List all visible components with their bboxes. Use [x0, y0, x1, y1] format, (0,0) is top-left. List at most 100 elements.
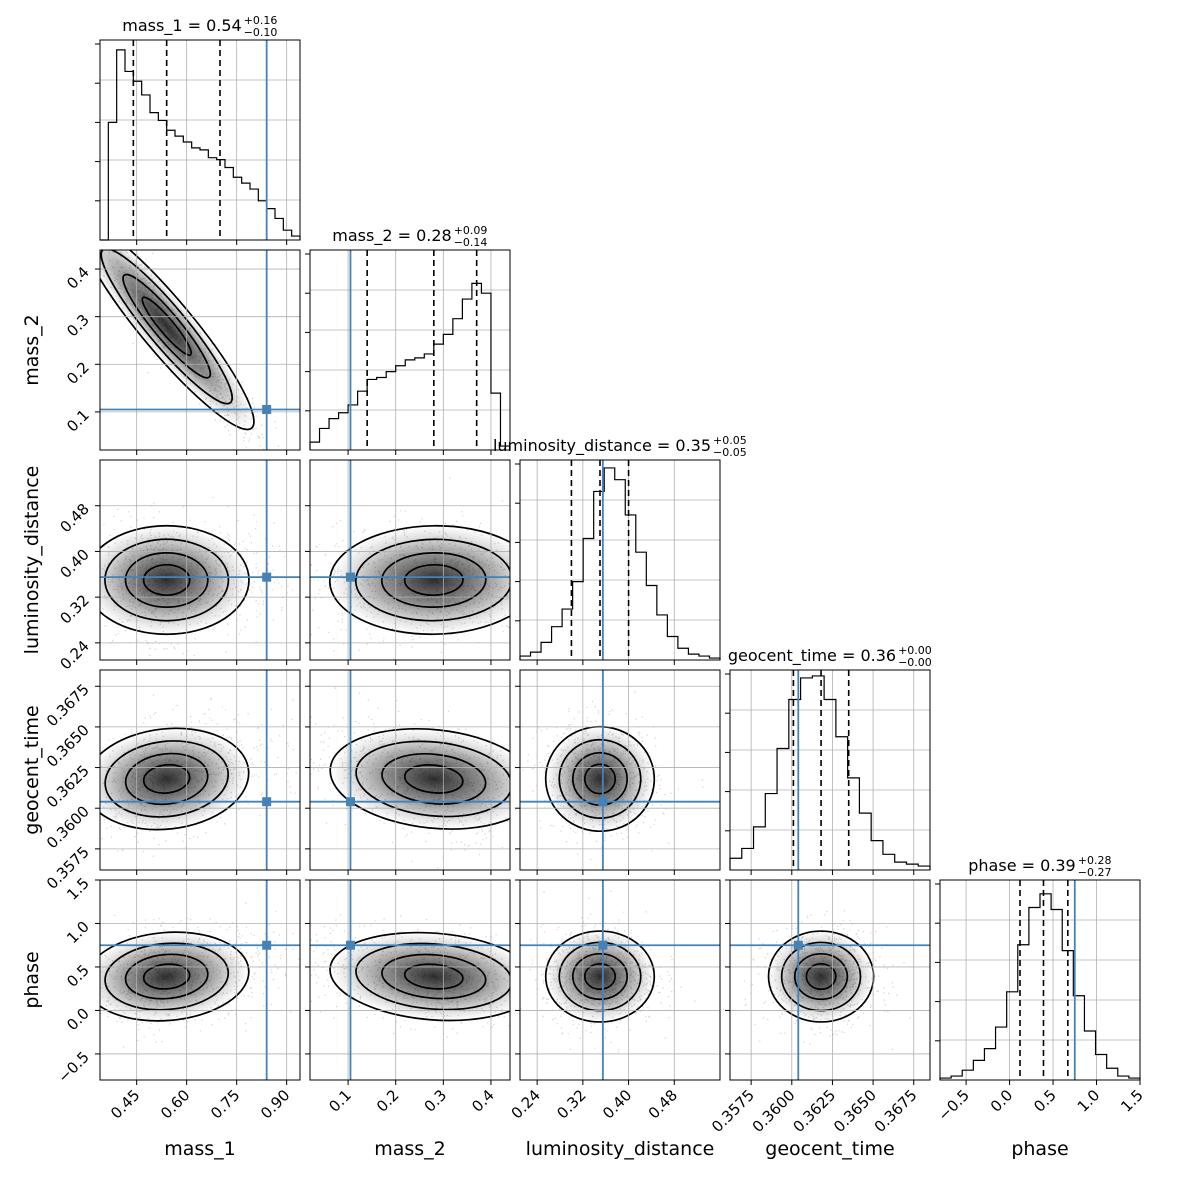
- scatter-panel-mass_1-vs-luminosity_distance: [95, 459, 301, 665]
- x-tick-label: 0.45: [107, 1086, 143, 1122]
- y-tick-label: 0.3625: [43, 762, 93, 812]
- contour-level-3: [793, 952, 849, 1001]
- y-tick-label: −0.5: [54, 1048, 92, 1086]
- density-shading: [330, 932, 510, 1021]
- contour-level-1: [544, 930, 656, 1023]
- panel-frame: [99, 39, 301, 241]
- x-tick-label: 0.3625: [789, 1086, 839, 1136]
- panel-background: [520, 460, 720, 660]
- truth-marker: [598, 797, 608, 807]
- x-tick-label: 0.2: [373, 1086, 403, 1116]
- contour-level-3: [381, 753, 487, 805]
- density-shading: [545, 931, 655, 1022]
- y-tick-label: 0.2: [63, 358, 93, 388]
- panel-background: [730, 670, 930, 870]
- panel-title-mass_2: mass_2 = 0.28: [332, 226, 451, 246]
- contour-level-4: [142, 563, 191, 597]
- x-axis-label-mass_1: mass_1: [164, 1138, 236, 1160]
- x-tick-label: 0.32: [553, 1086, 589, 1122]
- title-minus-error: −0.00: [898, 656, 932, 669]
- y-tick-label: 0.3: [63, 311, 93, 341]
- panel-background: [940, 880, 1140, 1080]
- panel-frame: [309, 249, 511, 451]
- y-tick-label: 0.32: [56, 591, 92, 627]
- truth-marker: [262, 405, 272, 415]
- x-tick-label: 0.3650: [830, 1086, 880, 1136]
- histogram-geocent_time: [729, 675, 931, 870]
- x-axis-label-geocent_time: geocent_time: [765, 1138, 894, 1160]
- panel-frame: [309, 669, 511, 871]
- panel-frame: [309, 879, 511, 1081]
- panel-frame: [519, 879, 721, 1081]
- y-tick-label: 0.5: [63, 961, 93, 991]
- histogram-phase: [939, 893, 1141, 1080]
- panel-title-phase: phase = 0.39: [968, 856, 1075, 875]
- x-axis-label-mass_2: mass_2: [374, 1138, 446, 1160]
- panel-frame: [939, 879, 1141, 1081]
- truth-marker: [345, 797, 355, 807]
- contour-level-2: [354, 538, 510, 622]
- panel-frame: [729, 879, 931, 1081]
- density-shading: [100, 250, 254, 430]
- panel-frame: [99, 879, 301, 1081]
- panel-title-geocent_time: geocent_time = 0.36: [728, 646, 896, 666]
- x-tick-label: 0.90: [257, 1086, 293, 1122]
- panel-frame: [99, 459, 301, 661]
- x-tick-label: 0.48: [645, 1086, 681, 1122]
- contour-level-4: [142, 963, 191, 990]
- contour-level-1: [100, 524, 250, 636]
- contour-level-2: [104, 538, 230, 622]
- x-tick-label: 0.75: [207, 1086, 243, 1122]
- contour-level-4: [403, 764, 464, 794]
- contour-level-3: [381, 953, 487, 1000]
- scatter-panel-mass_1-vs-phase: [95, 879, 301, 1085]
- x-axis-label-phase: phase: [1011, 1138, 1068, 1160]
- scatter-panel-geocent_time-vs-phase: [725, 879, 931, 1085]
- panel-background: [310, 250, 510, 450]
- x-tick-label: 0.3675: [871, 1086, 921, 1136]
- x-tick-label: 0.3600: [749, 1086, 799, 1136]
- contour-level-2: [355, 942, 510, 1011]
- title-plus-error: +0.00: [898, 644, 932, 657]
- hist-panel-mass_2: mass_2 = 0.28 +0.09−0.14: [305, 224, 511, 455]
- panel-frame: [309, 459, 511, 661]
- x-tick-label: 0.24: [508, 1086, 544, 1122]
- x-tick-label: 0.60: [157, 1086, 193, 1122]
- y-tick-label: 0.24: [56, 637, 92, 673]
- x-tick-label: 0.1: [325, 1086, 355, 1116]
- scatter-panel-mass_1-vs-mass_2: [95, 249, 301, 455]
- density-shading: [330, 728, 510, 830]
- title-minus-error: −0.10: [244, 26, 278, 39]
- hist-panel-phase: phase = 0.39 +0.28−0.27: [935, 854, 1141, 1085]
- title-plus-error: +0.16: [244, 14, 278, 27]
- x-tick-label: 0.4: [468, 1086, 498, 1116]
- contour-level-3: [122, 273, 212, 379]
- hist-panel-geocent_time: geocent_time = 0.36 +0.00−0.00: [725, 644, 932, 875]
- title-minus-error: −0.05: [713, 446, 747, 459]
- y-axis-label-phase: phase: [21, 951, 43, 1008]
- contour-level-1: [328, 524, 510, 636]
- contour-level-4: [583, 962, 617, 991]
- panel-frame: [519, 459, 721, 661]
- x-tick-label: 1.5: [1117, 1086, 1147, 1116]
- x-tick-label: −0.5: [934, 1086, 972, 1124]
- contour-level-4: [142, 763, 191, 794]
- contour-level-4: [141, 296, 192, 356]
- contour-level-4: [403, 563, 464, 597]
- scatter-panel-luminosity_distance-vs-phase: [515, 879, 721, 1085]
- y-tick-label: 0.3600: [43, 802, 93, 852]
- contour-level-3: [124, 953, 209, 1000]
- density-shading: [768, 931, 874, 1022]
- panel-title-luminosity_distance: luminosity_distance = 0.35: [493, 436, 711, 456]
- panel-frame: [99, 249, 301, 451]
- y-tick-label: 0.3675: [43, 680, 93, 730]
- y-tick-label: 0.3650: [43, 721, 93, 771]
- scatter-panel-mass_2-vs-phase: [305, 879, 511, 1085]
- title-plus-error: +0.05: [713, 434, 747, 447]
- panel-title-mass_1: mass_1 = 0.54: [122, 16, 241, 36]
- contour-level-4: [805, 962, 837, 991]
- y-tick-label: 0.40: [56, 546, 92, 582]
- histogram-mass_2: [309, 282, 511, 450]
- contour-level-2: [104, 740, 230, 818]
